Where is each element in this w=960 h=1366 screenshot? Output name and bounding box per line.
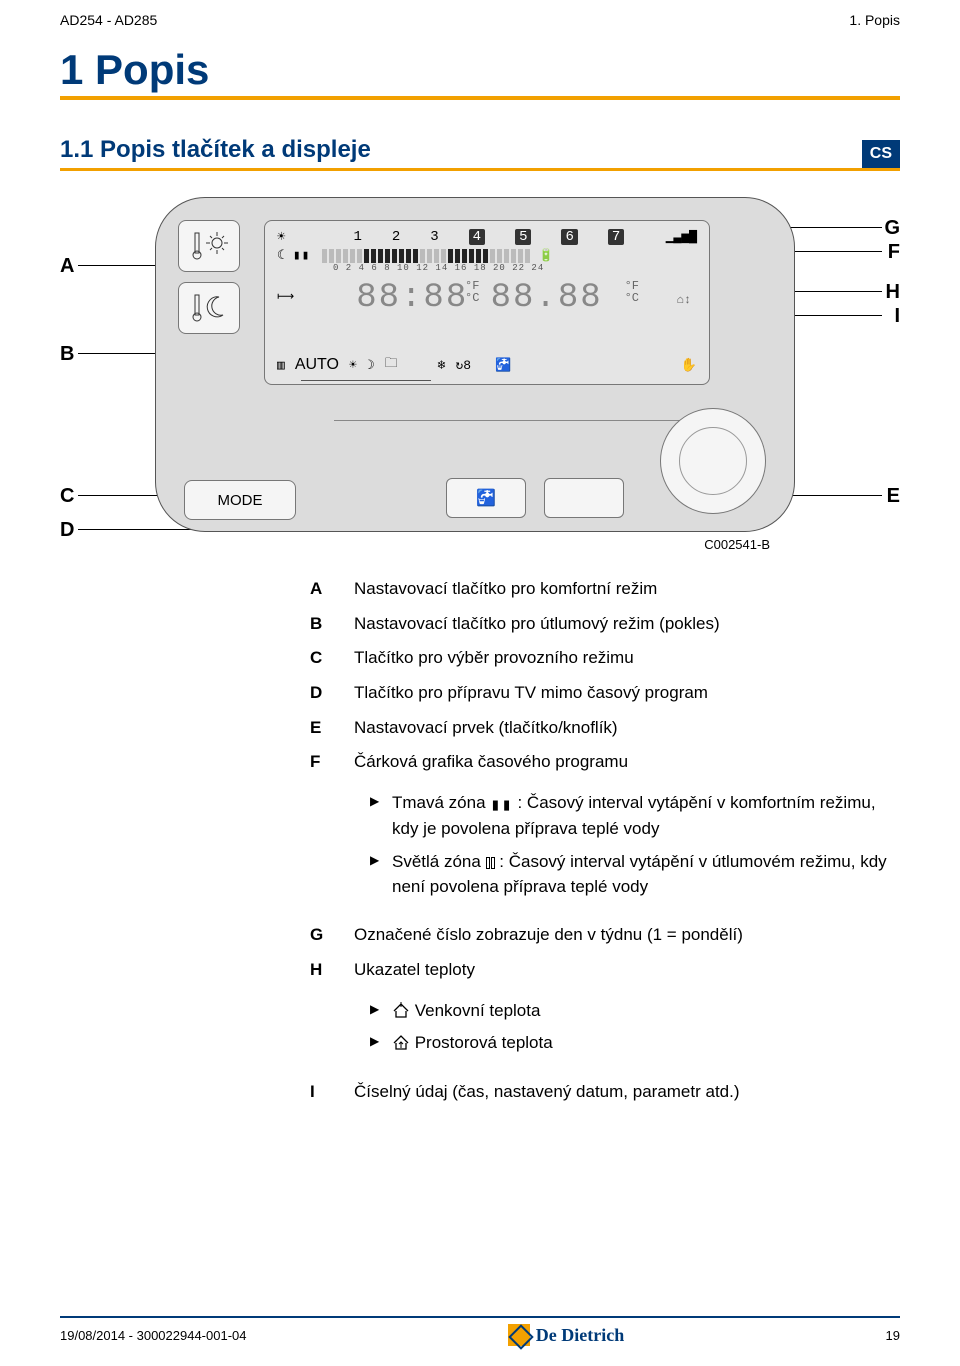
timeline-bars (322, 249, 530, 263)
unit-c2: °C (625, 291, 639, 305)
house-small-icon: ⌂↕ (677, 293, 691, 307)
faucet-icon: 🚰 (495, 358, 511, 373)
footer-left: 19/08/2014 - 300022944-001-04 (60, 1328, 247, 1343)
weekday-row: 1 2 3 4 5 6 7 (353, 229, 653, 245)
callout-H: H (886, 281, 900, 304)
sun-icon: ☀ (277, 229, 285, 246)
h-sublist: Venkovní teplota Prostorová teplota (370, 999, 890, 1064)
snow-icon: ❄ (438, 358, 446, 373)
divider-line (334, 420, 704, 421)
moon-small-icon: ☽ (367, 358, 375, 373)
aux-button-1[interactable]: 🚰 (446, 478, 526, 518)
callout-D: D (60, 519, 74, 542)
day-5-selected: 5 (515, 229, 531, 245)
dark-zone-icon: ▮▮ (490, 793, 512, 818)
mode-label: MODE (218, 492, 263, 509)
h1-rule (60, 96, 900, 100)
logo-mark-icon (508, 1324, 530, 1346)
lcd-screen: ☀ 1 2 3 4 5 6 7 ▁▃▅▇ (264, 220, 710, 385)
lcd-bottom-row: ▥ AUTO ☀ ☽ 🗀 ❄ ↻8 🚰 ✋ (277, 354, 697, 376)
program-bar-row: ☾ ▮▮ 🔋 (277, 248, 697, 263)
day-2: 2 (392, 229, 400, 245)
page-footer: 19/08/2014 - 300022944-001-04 De Dietric… (60, 1316, 900, 1346)
diagram-ref: C002541-B (704, 537, 770, 552)
language-badge: CS (862, 140, 900, 168)
h2-rule (60, 168, 900, 171)
battery-icon: 🔋 (538, 248, 553, 263)
setback-button[interactable] (178, 282, 240, 334)
sun-small-icon: ☀ (349, 358, 357, 373)
thermometer-moon-icon (189, 291, 229, 325)
rotary-dial[interactable] (660, 408, 766, 514)
day-1: 1 (353, 229, 361, 245)
lcd-digits: 88:88 88.88 (356, 279, 602, 317)
page-title: 1 Popis (60, 46, 900, 94)
doc-code: AD254 - AD285 (60, 12, 157, 28)
left-button-column (178, 220, 240, 344)
callout-A: A (60, 255, 74, 278)
def-row: FČárková grafika časového programu (310, 750, 890, 775)
brand-name: De Dietrich (536, 1325, 624, 1346)
hand-icon: ✋ (681, 358, 697, 373)
comfort-button[interactable] (178, 220, 240, 272)
auto-underline (301, 380, 431, 381)
callout-B: B (60, 343, 74, 366)
hour-ticks: 0 2 4 6 8 10 12 14 16 18 20 22 24 (333, 263, 697, 273)
definitions-list: ANastavovací tlačítko pro komfortní reži… (310, 577, 890, 1105)
light-zone-icon (491, 857, 495, 869)
running-header: AD254 - AD285 1. Popis (60, 12, 900, 28)
device-diagram: A B C D G F H I E (60, 197, 900, 557)
day-7-selected: 7 (608, 229, 624, 245)
thermostat-body: MODE ☀ 1 2 3 4 5 6 7 (155, 197, 795, 532)
def-row: BNastavovací tlačítko pro útlumový režim… (310, 612, 890, 637)
sub-item: Prostorová teplota (370, 1031, 890, 1056)
page-number: 19 (886, 1328, 900, 1343)
aux-button-2[interactable] (544, 478, 624, 518)
signal-icon: ▁▃▅▇ (666, 229, 697, 244)
def-row: DTlačítko pro přípravu TV mimo časový pr… (310, 681, 890, 706)
def-row: GOznačené číslo zobrazuje den v týdnu (1… (310, 923, 890, 948)
moon-icon: ☾ (277, 248, 285, 263)
def-row-sublist: Venkovní teplota Prostorová teplota (310, 993, 890, 1070)
leader-line (780, 495, 882, 496)
def-row: ENastavovací prvek (tlačítko/knoflík) (310, 716, 890, 741)
light-zone-icon (486, 857, 490, 869)
def-row: CTlačítko pro výběr provozního režimu (310, 646, 890, 671)
fan-icon: ↻8 (455, 358, 471, 373)
footer-rule (60, 1316, 900, 1318)
house-indoor-icon (392, 1034, 410, 1050)
sub-item: Venkovní teplota (370, 999, 890, 1024)
callout-F: F (888, 241, 900, 264)
f-sublist: Tmavá zóna ▮▮ : Časový interval vytápění… (370, 791, 890, 908)
auto-label: AUTO (295, 356, 339, 374)
range-icon: ⟼ (277, 289, 294, 304)
def-row: HUkazatel teploty (310, 958, 890, 983)
callout-E: E (887, 485, 900, 508)
brand-logo: De Dietrich (508, 1324, 624, 1346)
callout-I: I (894, 305, 900, 328)
sub-item: Tmavá zóna ▮▮ : Časový interval vytápění… (370, 791, 890, 842)
mode-button[interactable]: MODE (184, 480, 296, 520)
def-row: ANastavovací tlačítko pro komfortní reži… (310, 577, 890, 602)
calendar-icon: 🗀 (385, 354, 398, 376)
day-6-selected: 6 (561, 229, 577, 245)
section-ref: 1. Popis (849, 12, 900, 28)
unit-c: °C (465, 291, 479, 305)
house-outdoor-icon (392, 1002, 410, 1018)
page: AD254 - AD285 1. Popis 1 Popis 1.1 Popis… (0, 0, 960, 1366)
day-4-selected: 4 (469, 229, 485, 245)
faucet-icon: 🚰 (476, 488, 496, 508)
subsection-title: 1.1 Popis tlačítek a displeje (60, 136, 371, 164)
callout-G: G (884, 217, 900, 240)
def-row: IČíselný údaj (čas, nastavený datum, par… (310, 1080, 890, 1105)
def-row-sublist: Tmavá zóna ▮▮ : Časový interval vytápění… (310, 785, 890, 914)
subsection-row: 1.1 Popis tlačítek a displeje CS (60, 128, 900, 168)
sub-item: Světlá zóna : Časový interval vytápění v… (370, 850, 890, 899)
thermometer-sun-icon (189, 229, 229, 263)
menu-icon: ▥ (277, 358, 285, 373)
pause-icon: ▮▮ (293, 248, 311, 263)
day-3: 3 (430, 229, 438, 245)
callout-C: C (60, 485, 74, 508)
